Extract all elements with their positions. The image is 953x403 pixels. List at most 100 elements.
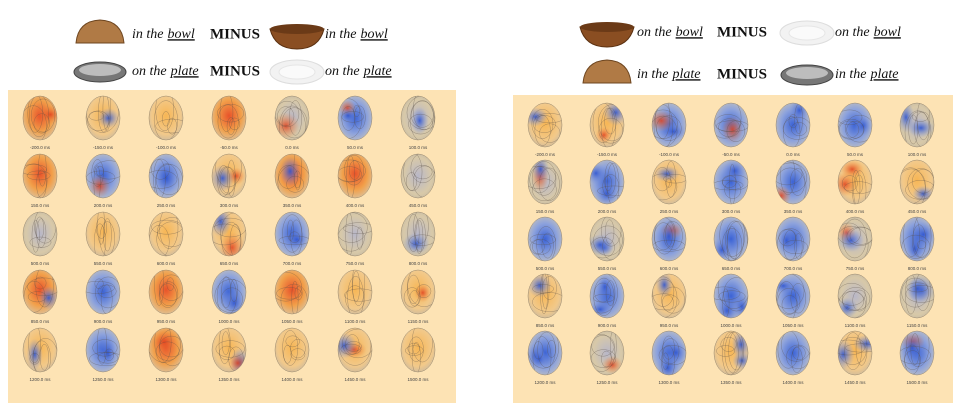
contour: [846, 121, 865, 139]
head-outline: [22, 95, 58, 141]
contour: [92, 339, 118, 357]
head-outline: [775, 102, 811, 148]
head-detail: [900, 331, 931, 375]
contour: [214, 217, 246, 238]
contour: [278, 235, 309, 245]
blob: [595, 180, 619, 204]
head-outline: [274, 153, 310, 199]
head-outline: [651, 273, 687, 319]
blob: [26, 338, 43, 371]
blob: [150, 328, 179, 355]
contour: [290, 348, 306, 361]
topographic-map: [837, 159, 873, 205]
contour: [275, 271, 302, 302]
contour: [87, 110, 110, 131]
condition-noun: bowl: [361, 27, 388, 42]
contour: [293, 170, 301, 189]
operator: MINUS: [717, 24, 767, 40]
head-outline: [211, 153, 247, 199]
contour: [38, 154, 47, 187]
head-outline: [400, 269, 436, 315]
time-label: 1250.0 ms: [92, 377, 114, 382]
contour: [218, 345, 235, 360]
contour: [852, 289, 867, 312]
contour: [31, 98, 56, 133]
time-label: 1400.0 ms: [281, 377, 303, 382]
contour: [846, 226, 872, 246]
bowl-rim: [580, 22, 634, 32]
contour: [153, 159, 166, 198]
contour: [102, 96, 111, 131]
contour: [293, 154, 302, 191]
time-label: 1450.0 ms: [344, 377, 366, 382]
contour: [410, 100, 435, 140]
time-label: 50.0 ms: [847, 152, 864, 157]
contour: [155, 164, 183, 195]
topographic-map: [527, 330, 563, 376]
time-label: 1050.0 ms: [782, 323, 804, 328]
contour: [531, 109, 554, 139]
contour: [777, 228, 805, 260]
head-outline: [211, 95, 247, 141]
time-label: 1350.0 ms: [218, 377, 240, 382]
contour: [903, 217, 920, 257]
head-outline: [211, 211, 247, 257]
contour: [532, 178, 557, 201]
condition-prefix: in the: [835, 67, 867, 82]
topographic-map: [713, 102, 749, 148]
bowl-icon: [582, 59, 632, 84]
contour: [653, 104, 673, 147]
head-detail: [714, 160, 748, 204]
contour: [663, 221, 683, 250]
plate-inner: [786, 67, 828, 79]
head-detail: [278, 214, 309, 255]
contour: [217, 165, 230, 197]
head-outline: [837, 273, 873, 319]
time-label: 1150.0 ms: [408, 319, 429, 324]
contour: [162, 111, 170, 127]
head-outline: [85, 327, 121, 373]
contour: [529, 238, 551, 255]
time-label: 1500.0 ms: [407, 377, 429, 382]
contour: [411, 342, 421, 372]
contour: [94, 278, 104, 289]
time-label: 1400.0 ms: [782, 380, 804, 385]
contour: [407, 274, 420, 304]
contour: [97, 352, 119, 364]
contour: [662, 294, 674, 312]
condition-prefix: on the: [325, 64, 360, 79]
time-label: 1450.0 ms: [844, 380, 866, 385]
contour: [722, 174, 748, 191]
contour: [538, 167, 560, 201]
topographic-map: [400, 269, 436, 315]
contour: [841, 287, 871, 311]
time-label: 750.0 ms: [346, 261, 365, 266]
head-outline: [211, 269, 247, 315]
contour: [97, 212, 105, 245]
contour: [537, 331, 556, 368]
object-icon: [579, 22, 635, 48]
contour: [31, 219, 40, 253]
contour: [342, 328, 372, 359]
head-outline: [651, 330, 687, 376]
blob: [838, 339, 855, 370]
head-outline: [527, 330, 563, 376]
time-label: 1300.0 ms: [658, 380, 680, 385]
contour: [217, 104, 244, 123]
contour: [782, 116, 810, 140]
time-label: 200.0 ms: [598, 209, 617, 214]
head-outline: [775, 273, 811, 319]
contour: [539, 123, 561, 143]
contour: [533, 341, 544, 360]
contour: [217, 104, 239, 139]
bowl-icon: [269, 28, 325, 50]
head-detail: [29, 212, 57, 253]
contour: [407, 214, 420, 252]
contour: [159, 335, 183, 358]
contour: [218, 328, 231, 364]
contour: [915, 274, 931, 311]
bowl-rim: [270, 24, 324, 34]
contour: [416, 284, 432, 298]
contour: [159, 212, 179, 249]
head-outline: [400, 327, 436, 373]
